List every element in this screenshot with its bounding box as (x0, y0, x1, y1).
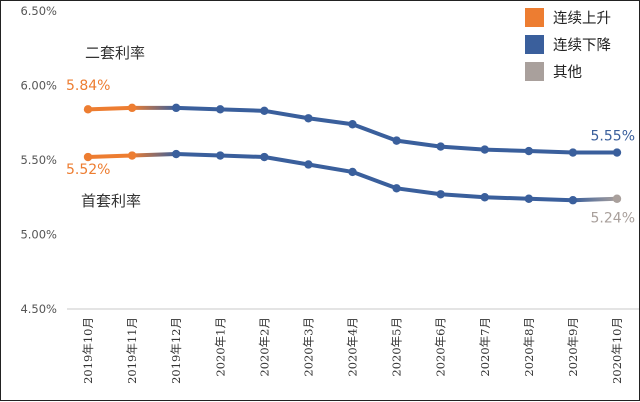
series-segment (350, 122, 399, 143)
data-point (568, 196, 578, 205)
x-tick-label: 2020年5月 (390, 317, 404, 377)
series-segment (174, 105, 223, 112)
series-segment (262, 108, 311, 121)
x-tick-label: 2020年2月 (257, 317, 271, 377)
legend-label: 连续上升 (553, 10, 611, 27)
x-tick-label: 2020年9月 (566, 317, 580, 377)
legend-label: 其他 (553, 64, 582, 81)
y-tick-label: 6.50% (20, 4, 57, 18)
x-tick-label: 2020年8月 (522, 317, 536, 377)
series-segment (350, 169, 399, 191)
x-tick-label: 2020年10月 (610, 317, 624, 384)
series-segment (526, 196, 575, 203)
data-point (480, 145, 489, 154)
data-point (83, 152, 93, 162)
series-label-second-home: 二套利率 (85, 44, 145, 62)
x-tick-label: 2020年4月 (346, 317, 360, 377)
series-segment (526, 149, 575, 155)
series-segment (86, 105, 135, 112)
data-point (304, 160, 313, 169)
data-point (260, 106, 269, 116)
data-point (304, 114, 313, 123)
x-tick-label: 2020年1月 (213, 317, 227, 377)
data-point (171, 149, 181, 159)
data-point (127, 151, 137, 160)
series-segment (394, 186, 443, 197)
series-segment (130, 152, 179, 158)
x-tick-label: 2020年3月 (301, 317, 315, 377)
y-tick-label: 6.00% (20, 79, 57, 93)
series-segment (174, 152, 223, 158)
legend-swatch (525, 62, 544, 81)
data-label-first: 5.84% (66, 78, 110, 94)
series-segment (482, 147, 531, 154)
series-segment (570, 196, 619, 203)
series-segment (306, 162, 355, 174)
data-point (480, 193, 489, 202)
series-label-first-home: 首套利率 (81, 192, 141, 210)
data-point (171, 103, 181, 113)
data-point (612, 148, 622, 157)
data-label-last: 5.24% (591, 211, 635, 227)
data-point (127, 103, 137, 113)
y-tick-label: 5.00% (20, 228, 57, 242)
data-point (436, 142, 445, 151)
data-point (524, 194, 534, 203)
data-point (392, 136, 401, 145)
series-segment (394, 138, 443, 149)
x-tick-label: 2020年7月 (478, 317, 492, 377)
data-point (348, 167, 357, 177)
data-point (436, 190, 445, 199)
data-point (348, 120, 357, 129)
series-segment (262, 155, 311, 167)
legend-label: 连续下降 (553, 37, 611, 54)
legend-swatch (525, 35, 544, 54)
x-tick-label: 2019年10月 (81, 317, 95, 384)
data-point (83, 105, 93, 114)
data-point (524, 146, 534, 156)
series-segment (438, 144, 487, 152)
data-point (568, 148, 578, 157)
data-point (216, 105, 225, 114)
data-point (612, 194, 622, 203)
y-tick-label: 4.50% (20, 302, 57, 316)
data-label-first: 5.52% (66, 162, 110, 178)
legend-swatch (525, 8, 544, 27)
data-label-last: 5.55% (591, 129, 635, 145)
y-tick-label: 5.50% (20, 153, 57, 167)
data-point (260, 152, 269, 162)
data-point (392, 184, 401, 193)
x-tick-label: 2019年12月 (169, 317, 183, 384)
series-segment (218, 107, 267, 113)
x-tick-label: 2020年6月 (434, 317, 448, 377)
series-segment (218, 153, 267, 160)
series-segment (438, 192, 487, 200)
series-segment (306, 116, 355, 127)
data-point (216, 151, 225, 160)
x-tick-label: 2019年11月 (125, 317, 139, 384)
series-segment (86, 153, 135, 160)
series-segment (482, 195, 531, 201)
